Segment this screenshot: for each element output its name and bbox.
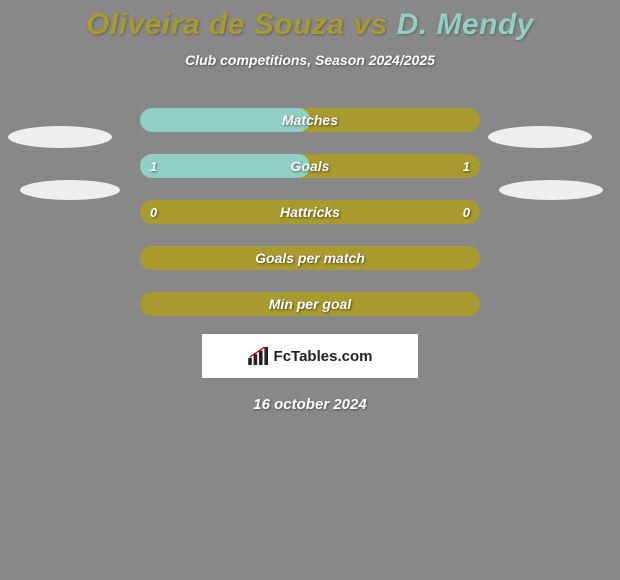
stat-row: Hattricks 0 0 — [140, 200, 480, 224]
stat-label: Hattricks — [280, 204, 340, 220]
stat-val-left: 1 — [150, 159, 157, 174]
stat-row: Goals 1 1 — [140, 154, 480, 178]
stat-row: Goals per match — [140, 246, 480, 270]
stat-val-right: 1 — [463, 159, 470, 174]
stat-label: Goals — [291, 158, 330, 174]
side-ellipse — [488, 126, 592, 148]
chart-icon — [248, 347, 270, 365]
side-ellipse — [8, 126, 112, 148]
player2-name: D. Mendy — [397, 8, 534, 41]
stat-label: Goals per match — [255, 250, 365, 266]
stat-val-left: 0 — [150, 205, 157, 220]
comparison-title: Oliveira de Souza vs D. Mendy — [0, 0, 620, 42]
stat-label: Min per goal — [269, 296, 351, 312]
stat-fill-left — [140, 154, 310, 178]
stat-val-right: 0 — [463, 205, 470, 220]
stat-row: Min per goal — [140, 292, 480, 316]
stat-row: Matches — [140, 108, 480, 132]
infographic-root: Oliveira de Souza vs D. Mendy Club compe… — [0, 0, 620, 580]
stat-label: Matches — [282, 112, 338, 128]
fctables-logo: FcTables.com — [202, 334, 418, 378]
stat-fill-right — [310, 154, 480, 178]
side-ellipse — [20, 180, 120, 200]
date-text: 16 october 2024 — [0, 396, 620, 413]
side-ellipse — [499, 180, 603, 200]
player1-name: Oliveira de Souza — [86, 8, 345, 41]
subtitle: Club competitions, Season 2024/2025 — [0, 52, 620, 68]
vs-text: vs — [345, 8, 397, 41]
logo-text: FcTables.com — [274, 348, 373, 365]
